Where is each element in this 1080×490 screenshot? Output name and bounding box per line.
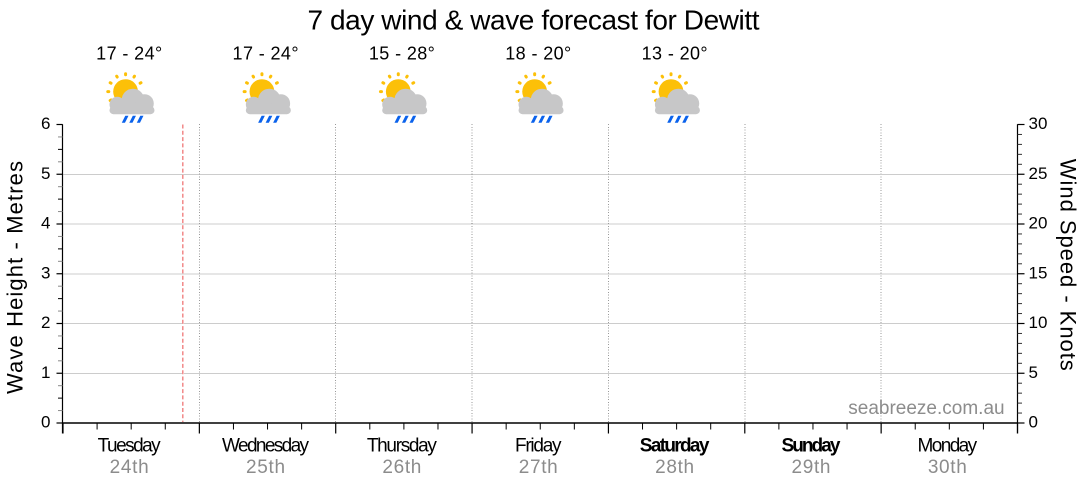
svg-text:5: 5 <box>41 164 50 183</box>
svg-text:17 - 24°: 17 - 24° <box>96 43 162 63</box>
svg-text:20: 20 <box>1029 214 1048 233</box>
svg-text:27th: 27th <box>519 457 558 478</box>
svg-text:15 - 28°: 15 - 28° <box>369 43 435 63</box>
svg-text:7 day wind & wave forecast for: 7 day wind & wave forecast for Dewitt <box>308 5 760 36</box>
svg-text:Wave Height - Metres: Wave Height - Metres <box>3 161 28 394</box>
svg-text:25: 25 <box>1029 164 1048 183</box>
svg-text:0: 0 <box>41 413 50 432</box>
svg-text:17 - 24°: 17 - 24° <box>233 43 299 63</box>
svg-text:28th: 28th <box>655 457 694 478</box>
svg-text:18 - 20°: 18 - 20° <box>505 43 571 63</box>
svg-text:seabreeze.com.au: seabreeze.com.au <box>848 398 1004 419</box>
svg-text:Wind Speed - Knots: Wind Speed - Knots <box>1055 159 1080 371</box>
svg-text:30th: 30th <box>928 457 967 478</box>
svg-text:Saturday: Saturday <box>640 436 710 457</box>
svg-text:Sunday: Sunday <box>782 436 841 457</box>
svg-text:0: 0 <box>1029 413 1038 432</box>
svg-text:5: 5 <box>1029 363 1038 382</box>
svg-text:Friday: Friday <box>515 436 562 457</box>
svg-text:1: 1 <box>41 363 50 382</box>
svg-text:29th: 29th <box>791 457 830 478</box>
svg-text:2: 2 <box>41 313 50 332</box>
svg-text:Tuesday: Tuesday <box>98 436 162 457</box>
svg-text:10: 10 <box>1029 313 1048 332</box>
svg-text:13 - 20°: 13 - 20° <box>642 43 708 63</box>
svg-text:Thursday: Thursday <box>367 436 438 457</box>
svg-text:25th: 25th <box>246 457 285 478</box>
svg-text:24th: 24th <box>110 457 149 478</box>
svg-text:Wednesday: Wednesday <box>222 436 310 457</box>
svg-text:6: 6 <box>41 114 50 133</box>
svg-text:3: 3 <box>41 263 50 282</box>
svg-text:15: 15 <box>1029 263 1048 282</box>
svg-text:26th: 26th <box>382 457 421 478</box>
svg-text:Monday: Monday <box>917 436 977 457</box>
svg-text:30: 30 <box>1029 114 1048 133</box>
svg-text:4: 4 <box>41 214 50 233</box>
